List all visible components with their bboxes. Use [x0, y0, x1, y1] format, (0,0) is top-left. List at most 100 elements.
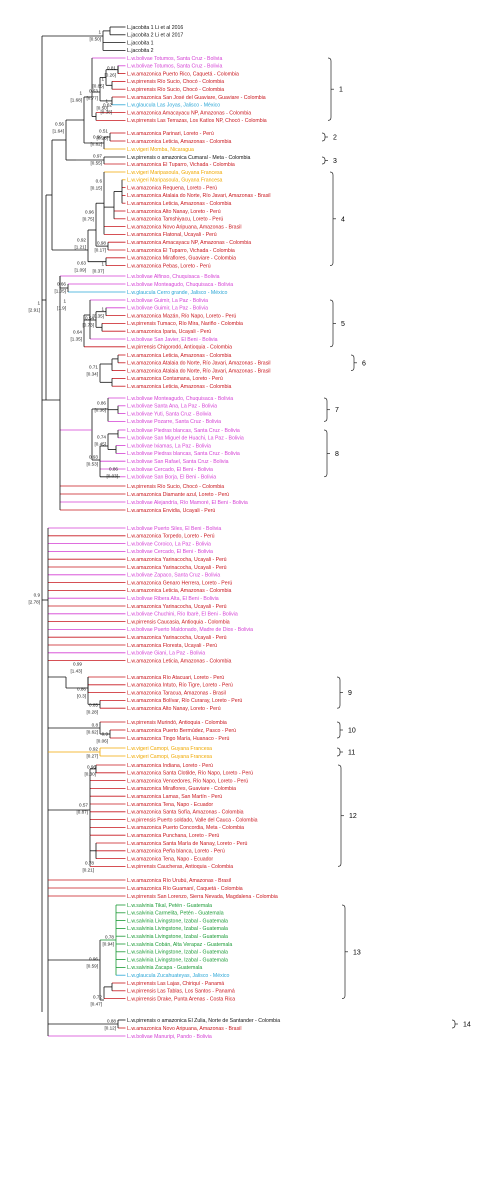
taxon-label: L.w.salvinia Livingstone, Izabal - Guate… — [127, 950, 228, 956]
taxon-label: L.w.amazonica Envidia, Ucayali - Perú — [127, 508, 215, 514]
posterior-value: 0.8 — [92, 723, 99, 728]
taxon-label: L.w.pirrensis Las Tablas, Los Santos - P… — [127, 989, 235, 995]
taxon-label: L.w.amazonica Miraflores, Guaviare - Col… — [127, 786, 236, 792]
taxon-label: L.w.bolivae Piedras blancas, Santa Cruz … — [127, 451, 240, 457]
branch-length-value: [0.50] — [97, 106, 109, 111]
branch-length-value: [0.94] — [103, 942, 115, 947]
taxon-label: L.w.bolivae Zapaco, Santa Cruz - Bolivia — [127, 573, 220, 579]
taxon-label: L.w.amazonica Punchana, Loreto - Perú — [127, 833, 219, 839]
branch-length-value: [0.37] — [93, 269, 105, 274]
branch-length-value: [1.64] — [53, 129, 65, 134]
taxon-label: L.w.pirrensis o amazonica Cumaral - Meta… — [127, 155, 251, 161]
taxon-label: L.w.amazonica Peña blanca, Loreto - Perú — [127, 849, 225, 855]
tree-branches — [41, 26, 126, 1037]
taxon-label: L.w.pirrensis San Lorenzo, Sierra Nevada… — [127, 894, 278, 900]
clade-bracket — [329, 171, 334, 266]
taxon-label: L.w.bolivae Puerto Maldonado, Madre de D… — [127, 627, 253, 633]
taxon-label: L.w.amazonica Novo Aripuana, Amazonas - … — [127, 224, 241, 230]
taxon-label: L.w.amazonica Tena, Napo - Ecuador — [127, 856, 213, 862]
branch-length-value: [0.50] — [90, 37, 102, 42]
taxon-label: L.w.amazonica Leticia, Amazonas - Colomb… — [127, 658, 231, 664]
taxon-label: L.w.salvinia Livingstone, Izabal - Guate… — [127, 957, 228, 963]
taxon-label: L.w.bolivae Guimir, La Paz - Bolivia — [127, 298, 208, 304]
posterior-value: 0.72 — [93, 995, 102, 1000]
taxon-label: L.w.amazonica Río Guamaní, Caquetá - Col… — [127, 886, 243, 892]
branch-length-value: [1.43] — [71, 669, 83, 674]
posterior-value: 0.62 — [103, 103, 112, 108]
clade-bracket — [321, 156, 326, 165]
posterior-value: 0.96 — [89, 957, 98, 962]
taxon-label: L.w.bolivae San Borja, El Beni - Bolivia — [127, 475, 216, 481]
taxon-label: L.w.bolivae Monteagudo, Chuquisaca - Bol… — [127, 282, 233, 288]
taxon-label: L.w.bolivae San Javier, El Beni - Bolivi… — [127, 337, 218, 343]
clade-number: 5 — [341, 321, 345, 328]
branch-length-value: [0.28] — [87, 710, 99, 715]
branch-length-value: [0.38] — [101, 110, 113, 115]
branch-length-value: [0.77] — [87, 96, 99, 101]
branch-length-value: [0.75] — [83, 217, 95, 222]
taxon-label: L.w.pirrensis Puerto soldado, Valle del … — [127, 817, 258, 823]
branch-length-value: [2.91] — [29, 308, 41, 313]
taxon-label: L.w.pirrensis Las Lajas, Chiriquí - Pana… — [127, 981, 224, 987]
clade-number: 4 — [341, 216, 345, 223]
taxon-label: L.w.amazonica Flatonal, Ucayali - Perú — [127, 232, 217, 238]
taxon-label: L.w.vigeri Momba, Nicaragua — [127, 147, 194, 153]
posterior-value: 1 — [101, 307, 104, 312]
clade-number: 13 — [353, 949, 361, 956]
posterior-value: 0.98 — [97, 241, 106, 246]
posterior-value: 1 — [105, 99, 108, 104]
taxon-label: L.w.salvinia Cobán, Alta Verapaz - Guate… — [127, 942, 232, 948]
taxon-label: L.w.amazonica Atalaia do Norte, Río Java… — [127, 193, 271, 199]
branch-length-value: [0.59] — [87, 964, 99, 969]
taxon-label: L.w.bolivae Monteagudo, Chuquisaca - Bol… — [127, 396, 233, 402]
taxon-label: L.w.amazonica Atalaia do Norte, Río Java… — [127, 361, 271, 367]
clade-number: 1 — [339, 87, 343, 94]
posterior-value: 0.51 — [99, 129, 108, 134]
taxon-label: L.w.glaucula Cerro grande, Jalisco - Méx… — [127, 290, 227, 296]
clade-number: 10 — [348, 728, 356, 735]
taxon-label: L.w.amazonica Tingo María, Huanaco - Per… — [127, 736, 229, 742]
taxon-label: L.w.pirrensis o amazonica El Zulia, Nort… — [127, 1018, 280, 1024]
branch-length-value: [0.53] — [87, 462, 99, 467]
taxon-label: L.w.amazonica Yarinacocha, Ucayali - Per… — [127, 565, 227, 571]
taxon-label: L.w.bolivae San Rafael, Santa Cruz - Bol… — [127, 459, 229, 465]
taxon-label: L.w.bolivae Alfinso, Chuquisaca - Bolivi… — [127, 274, 220, 280]
taxon-label: L.w.amazonica Puerto Concordia, Meta - C… — [127, 825, 244, 831]
posterior-value: 0.86 — [109, 467, 118, 472]
branch-length-value: [0.47] — [91, 1002, 103, 1007]
taxon-label: L.w.amazonica Puerto Bermúdez, Pasco - P… — [127, 728, 236, 734]
clade-bracket — [336, 721, 341, 739]
clade-bracket — [329, 299, 334, 348]
clade-number: 8 — [335, 451, 339, 458]
clade-bracket — [337, 764, 342, 867]
clade-bracket — [323, 397, 328, 422]
taxon-label: L.w.amazonica Santa María de Nanay, Lore… — [127, 841, 248, 847]
taxon-label: L.w.amazonica Requena, Loreto - Perú — [127, 185, 217, 191]
taxon-label: L.w.amazonica Yarinacocha, Ucayali - Per… — [127, 557, 227, 563]
clade-bracket — [336, 747, 341, 757]
taxon-label: L.w.amazonica Alto Nanay, Loreto - Perú — [127, 209, 221, 215]
posterior-value: 0.86 — [97, 401, 106, 406]
branch-length-value: [0.21] — [83, 868, 95, 873]
taxon-label: L.w.pirrensis Caucasia, Antioquia - Colo… — [127, 619, 230, 625]
branch-length-value: [0.27] — [87, 754, 99, 759]
posterior-value: 0.63 — [77, 261, 86, 266]
taxon-label: L.w.amazonica Leticia, Amazonas - Colomb… — [127, 588, 231, 594]
branch-length-value: [0.3] — [77, 694, 86, 699]
clade-bracket — [350, 354, 355, 371]
branch-length-value: [0.03] — [107, 474, 119, 479]
taxon-label: L.w.amazonica Genaro Herrera, Loreto - P… — [127, 580, 232, 586]
branch-length-value: [0.26] — [105, 73, 117, 78]
taxon-label: L.w.pirrensis Río Sucio, Chocó - Colombi… — [127, 79, 224, 85]
taxon-label: L.w.vigeri Camopi, Guyana Francesa — [127, 754, 212, 760]
taxon-label: L.w.pirrensis Chigorodó, Antioquia - Col… — [127, 345, 232, 351]
branch-length-value: [0.85] — [93, 84, 105, 89]
taxon-label: L.w.glaucula Zucahuateyas, Jalisco - Méx… — [127, 973, 229, 979]
branch-length-value: [0.12] — [105, 1026, 117, 1031]
posterior-value: 1 — [101, 77, 104, 82]
posterior-value: 0.66 — [57, 282, 66, 287]
taxon-label: L.w.bolivae Giani, La Paz - Bolivia — [127, 651, 205, 657]
taxon-label: L.w.bolivae Piedras blancas, Santa Cruz … — [127, 428, 240, 434]
taxon-label: L.w.glaucula Las Joyas, Jalisco - México — [127, 103, 220, 109]
